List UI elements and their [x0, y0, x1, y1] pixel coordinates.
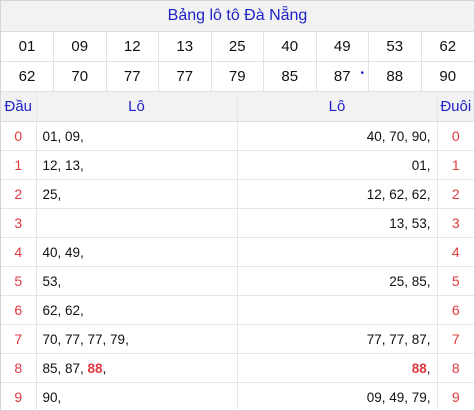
lo-right-values: 25, 85, [237, 266, 438, 296]
lo-right-values: 88, [237, 353, 438, 383]
lo-left-values: 01, 09, [36, 121, 238, 151]
number-cell: 12 [106, 31, 159, 62]
lo-left-values: 62, 62, [36, 295, 238, 325]
header-dau: Đầu [1, 92, 37, 122]
lo-left-values: 85, 87, 88, [36, 353, 238, 383]
lottery-table: Bảng lô tô Đà Nẵng 01 09 12 13 25 40 49 … [1, 1, 475, 92]
lo-row-3: 3 13, 53, 3 [1, 208, 474, 238]
duoi-digit: 1 [437, 150, 474, 180]
lo-right-values: 12, 62, 62, [237, 179, 438, 209]
number-cell: 13 [158, 31, 212, 62]
lo-row-1: 1 12, 13, 01, 1 [1, 150, 474, 180]
lo-row-0: 0 01, 09, 40, 70, 90, 0 [1, 121, 474, 151]
highlight-number: 88 [411, 360, 427, 376]
duoi-digit: 9 [451, 389, 460, 405]
dau-digit: 3 [1, 208, 37, 238]
lo-values-comma: , [102, 360, 107, 376]
lo-right-values: 09, 49, 79, [237, 382, 438, 411]
lo-values-comma: , [426, 360, 431, 376]
number-cell: 62 [421, 31, 475, 62]
lo-row-8: 8 85, 87, 88, 88, 8 [1, 353, 474, 383]
lo-left-values: 53, [36, 266, 238, 296]
header-lo-left: Lô [36, 92, 238, 122]
number-cell-highlight: 88 [368, 61, 422, 92]
lo-left-values: 40, 49, [36, 237, 238, 267]
duoi-digit: 0 [437, 121, 474, 151]
header-duoi: Đuôi [437, 92, 474, 122]
number-cell: 53 [368, 31, 422, 62]
lo-left-values: 90, [36, 382, 238, 411]
number-cell: 09 [53, 31, 107, 62]
duoi-digit: 3 [437, 208, 474, 238]
lo-left-values: 70, 77, 77, 79, [36, 324, 238, 354]
number-cell: 01 [1, 31, 54, 62]
lo-row-9: 9 90, 09, 49, 79, 9 [1, 382, 474, 411]
number-cell: 70 [53, 61, 107, 92]
duoi-digit: 6 [437, 295, 474, 325]
lo-right-values [237, 237, 438, 267]
lo-left-values: 25, [36, 179, 238, 209]
number-cell: 25 [211, 31, 264, 62]
lo-row-4: 4 40, 49, 4 [1, 237, 474, 267]
number-cell: 49 [316, 31, 369, 62]
lo-table: Đầu Lô Lô Đuôi 0 01, 09, 40, 70, 90, 0 1… [1, 92, 474, 411]
dau-digit: 1 [1, 150, 37, 180]
duoi-digit: 7 [437, 324, 474, 354]
lo-row-6: 6 62, 62, 6 [1, 295, 474, 325]
lo-right-values: 77, 77, 87, [237, 324, 438, 354]
number-cell: 79 [211, 61, 264, 92]
duoi-digit: 2 [437, 179, 474, 209]
duoi-digit: 4 [437, 237, 474, 267]
number-cell: 77 [158, 61, 212, 92]
number-value: 87 [333, 68, 351, 85]
lo-row-5: 5 53, 25, 85, 5 [1, 266, 474, 296]
dau-digit: 5 [1, 266, 37, 296]
lo-row-7: 7 70, 77, 77, 79, 77, 77, 87, 7 [1, 324, 474, 354]
header-lo-right: Lô [237, 92, 438, 122]
dau-digit: 8 [1, 353, 37, 383]
lo-left-values [36, 208, 238, 238]
dau-digit: 4 [1, 237, 37, 267]
lo-right-values: 13, 53, [237, 208, 438, 238]
lo-values-text: 85, 87, [42, 360, 88, 376]
number-cell: 85 [263, 61, 317, 92]
dot-icon: • [360, 68, 364, 79]
number-cell: 40 [263, 31, 317, 62]
dau-digit: 0 [1, 121, 37, 151]
dau-digit: 9 [1, 382, 37, 411]
table-title: Bảng lô tô Đà Nẵng [1, 1, 475, 32]
lo-row-2: 2 25, 12, 62, 62, 2 [1, 179, 474, 209]
dau-digit: 7 [1, 324, 37, 354]
highlight-number: 88 [87, 360, 103, 376]
number-cell: 62 [1, 61, 54, 92]
lo-left-values: 12, 13, [36, 150, 238, 180]
number-cell: 90 [421, 61, 475, 92]
duoi-digit: 8 [437, 353, 474, 383]
duoi-digit: 5 [437, 266, 474, 296]
dau-digit: 6 [1, 295, 37, 325]
lo-header-row: Đầu Lô Lô Đuôi [1, 92, 474, 122]
lo-right-values: 40, 70, 90, [237, 121, 438, 151]
lo-right-values: 01, [237, 150, 438, 180]
number-cell: 77 [106, 61, 159, 92]
numbers-row-2: 62 70 77 77 79 85 87 • 88 90 [1, 61, 475, 92]
numbers-row-1: 01 09 12 13 25 40 49 53 62 [1, 31, 475, 62]
lo-right-values [237, 295, 438, 325]
dau-digit: 2 [1, 179, 37, 209]
number-cell-with-dot: 87 • [316, 61, 369, 92]
